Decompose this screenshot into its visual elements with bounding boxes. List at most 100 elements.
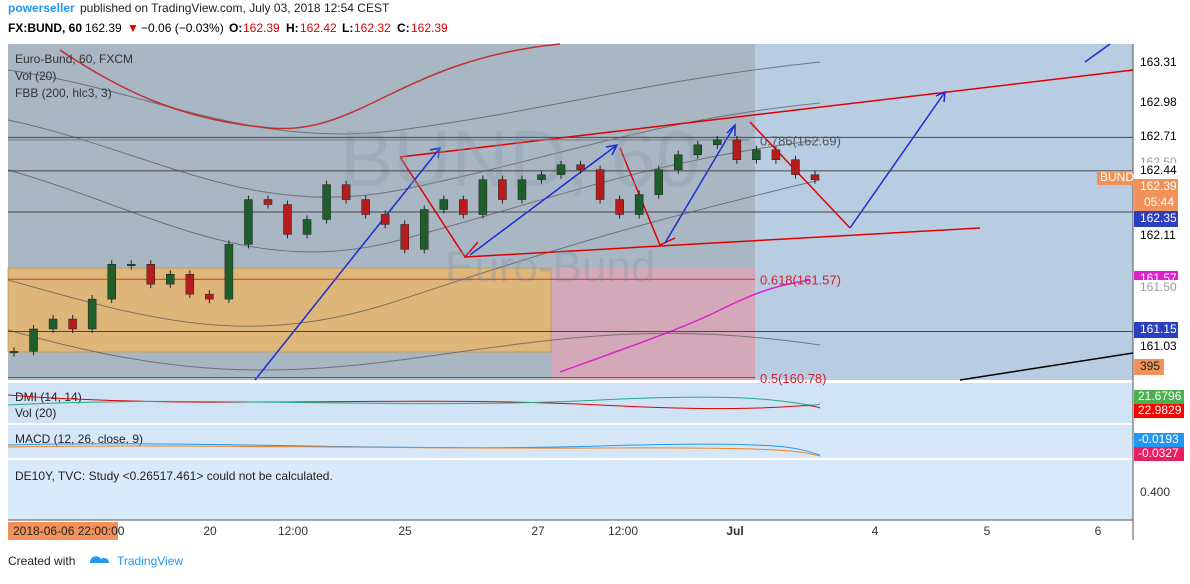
candle bbox=[634, 194, 644, 215]
published: published on TradingView.com, July 03, 2… bbox=[80, 1, 390, 15]
candle bbox=[48, 318, 58, 330]
time-label: 20 bbox=[203, 524, 217, 538]
dmi-pane bbox=[8, 383, 1133, 423]
arrow: ▼ bbox=[127, 21, 139, 35]
candle bbox=[595, 169, 605, 200]
pink-zone bbox=[551, 268, 755, 380]
price-badge bbox=[1134, 179, 1178, 195]
candle bbox=[146, 264, 156, 285]
macd-value: -0.0327 bbox=[1138, 446, 1179, 460]
start-badge bbox=[8, 522, 118, 540]
volume-badge bbox=[1134, 359, 1164, 375]
last: 162.39 bbox=[85, 21, 122, 35]
candle bbox=[380, 214, 390, 225]
price-label: 162.11 bbox=[1140, 228, 1176, 242]
legend-fbb: FBB (200, hlc3, 3) bbox=[15, 86, 112, 100]
time-label: 6 bbox=[1095, 524, 1102, 538]
price-label: 162.39 bbox=[1140, 179, 1177, 193]
author: powerseller bbox=[8, 1, 75, 15]
price-label: 161.15 bbox=[1140, 322, 1177, 336]
price-badge bbox=[1134, 95, 1178, 111]
orange-zone bbox=[7, 267, 552, 353]
o: 162.39 bbox=[243, 21, 280, 35]
price-label: 162.98 bbox=[1140, 95, 1177, 109]
candle bbox=[341, 184, 351, 200]
c: 162.39 bbox=[411, 21, 448, 35]
time-label: 27 bbox=[531, 524, 545, 538]
candle bbox=[107, 264, 116, 300]
h: 162.42 bbox=[300, 21, 337, 35]
trend-line bbox=[959, 352, 1134, 381]
candle bbox=[713, 139, 722, 146]
legend-vol: Vol (20) bbox=[15, 69, 56, 83]
candle bbox=[517, 179, 527, 200]
l: 162.32 bbox=[354, 21, 391, 35]
candle bbox=[752, 149, 761, 160]
ma-line bbox=[59, 43, 561, 130]
candle bbox=[654, 169, 663, 195]
arrows bbox=[254, 43, 1111, 381]
de10y-message: DE10Y, TVC: Study <0.26517.461> could no… bbox=[15, 469, 333, 483]
candle bbox=[68, 318, 77, 330]
candle bbox=[420, 209, 429, 250]
macd-badge bbox=[1134, 433, 1184, 447]
candle bbox=[400, 224, 409, 250]
time-label: Jul bbox=[726, 524, 743, 538]
candle bbox=[673, 154, 683, 170]
de10y-pane bbox=[8, 460, 1133, 520]
tag-badge bbox=[1097, 171, 1133, 185]
price-label: 163.31 bbox=[1140, 55, 1177, 69]
channel bbox=[399, 69, 1134, 259]
dmi-line bbox=[7, 396, 821, 406]
candle bbox=[537, 174, 546, 180]
candle bbox=[166, 273, 175, 285]
price-badge bbox=[1134, 211, 1178, 227]
l-label: L: bbox=[342, 21, 353, 35]
time-label: 12:00 bbox=[608, 524, 638, 538]
countdown: 05:44 bbox=[1144, 195, 1174, 209]
watermark-name: Euro-Bund bbox=[445, 243, 655, 292]
price-badge bbox=[1134, 163, 1178, 179]
price-badge bbox=[1134, 339, 1178, 355]
macd-signal bbox=[7, 445, 821, 457]
dmi-value: 22.9829 bbox=[1138, 403, 1182, 417]
tv-logo bbox=[90, 556, 109, 563]
candle bbox=[283, 204, 292, 235]
symbol: FX:BUND, 60 bbox=[8, 21, 82, 35]
candle bbox=[29, 328, 38, 352]
candle bbox=[732, 139, 742, 160]
candle bbox=[693, 144, 703, 156]
price-badge bbox=[1134, 129, 1178, 145]
candle bbox=[459, 199, 468, 215]
candle bbox=[498, 179, 507, 200]
fib-label: 0.786(162.69) bbox=[760, 133, 841, 148]
candle bbox=[771, 149, 781, 160]
time-label: 4 bbox=[872, 524, 879, 538]
candle bbox=[205, 293, 214, 300]
price-badge bbox=[1134, 228, 1178, 244]
candle bbox=[361, 199, 370, 215]
candle bbox=[791, 159, 800, 175]
price-label: 162.35 bbox=[1140, 211, 1177, 225]
ma-magenta bbox=[559, 279, 811, 373]
candle bbox=[439, 199, 449, 210]
macd-badge bbox=[1134, 447, 1184, 461]
price-badge bbox=[1134, 280, 1178, 296]
dmi-badge bbox=[1134, 404, 1184, 418]
candle bbox=[478, 179, 488, 215]
price-badge bbox=[1134, 322, 1178, 338]
price-label: 162.44 bbox=[1140, 163, 1177, 177]
candle bbox=[224, 244, 234, 300]
dmi-title: DMI (14, 14) bbox=[15, 390, 82, 404]
tag: BUND bbox=[1100, 170, 1134, 184]
fib-label: 0.5(160.78) bbox=[760, 371, 827, 386]
de10y-scale: 0.400 bbox=[1140, 485, 1170, 499]
price-label: 162.71 bbox=[1140, 129, 1177, 143]
candle bbox=[615, 199, 624, 215]
time-label: 5 bbox=[984, 524, 991, 538]
time-label: 25 bbox=[398, 524, 412, 538]
brand[interactable]: TradingView bbox=[117, 554, 183, 568]
price-badge bbox=[1134, 55, 1178, 71]
candle bbox=[322, 184, 331, 220]
candle bbox=[185, 273, 195, 295]
